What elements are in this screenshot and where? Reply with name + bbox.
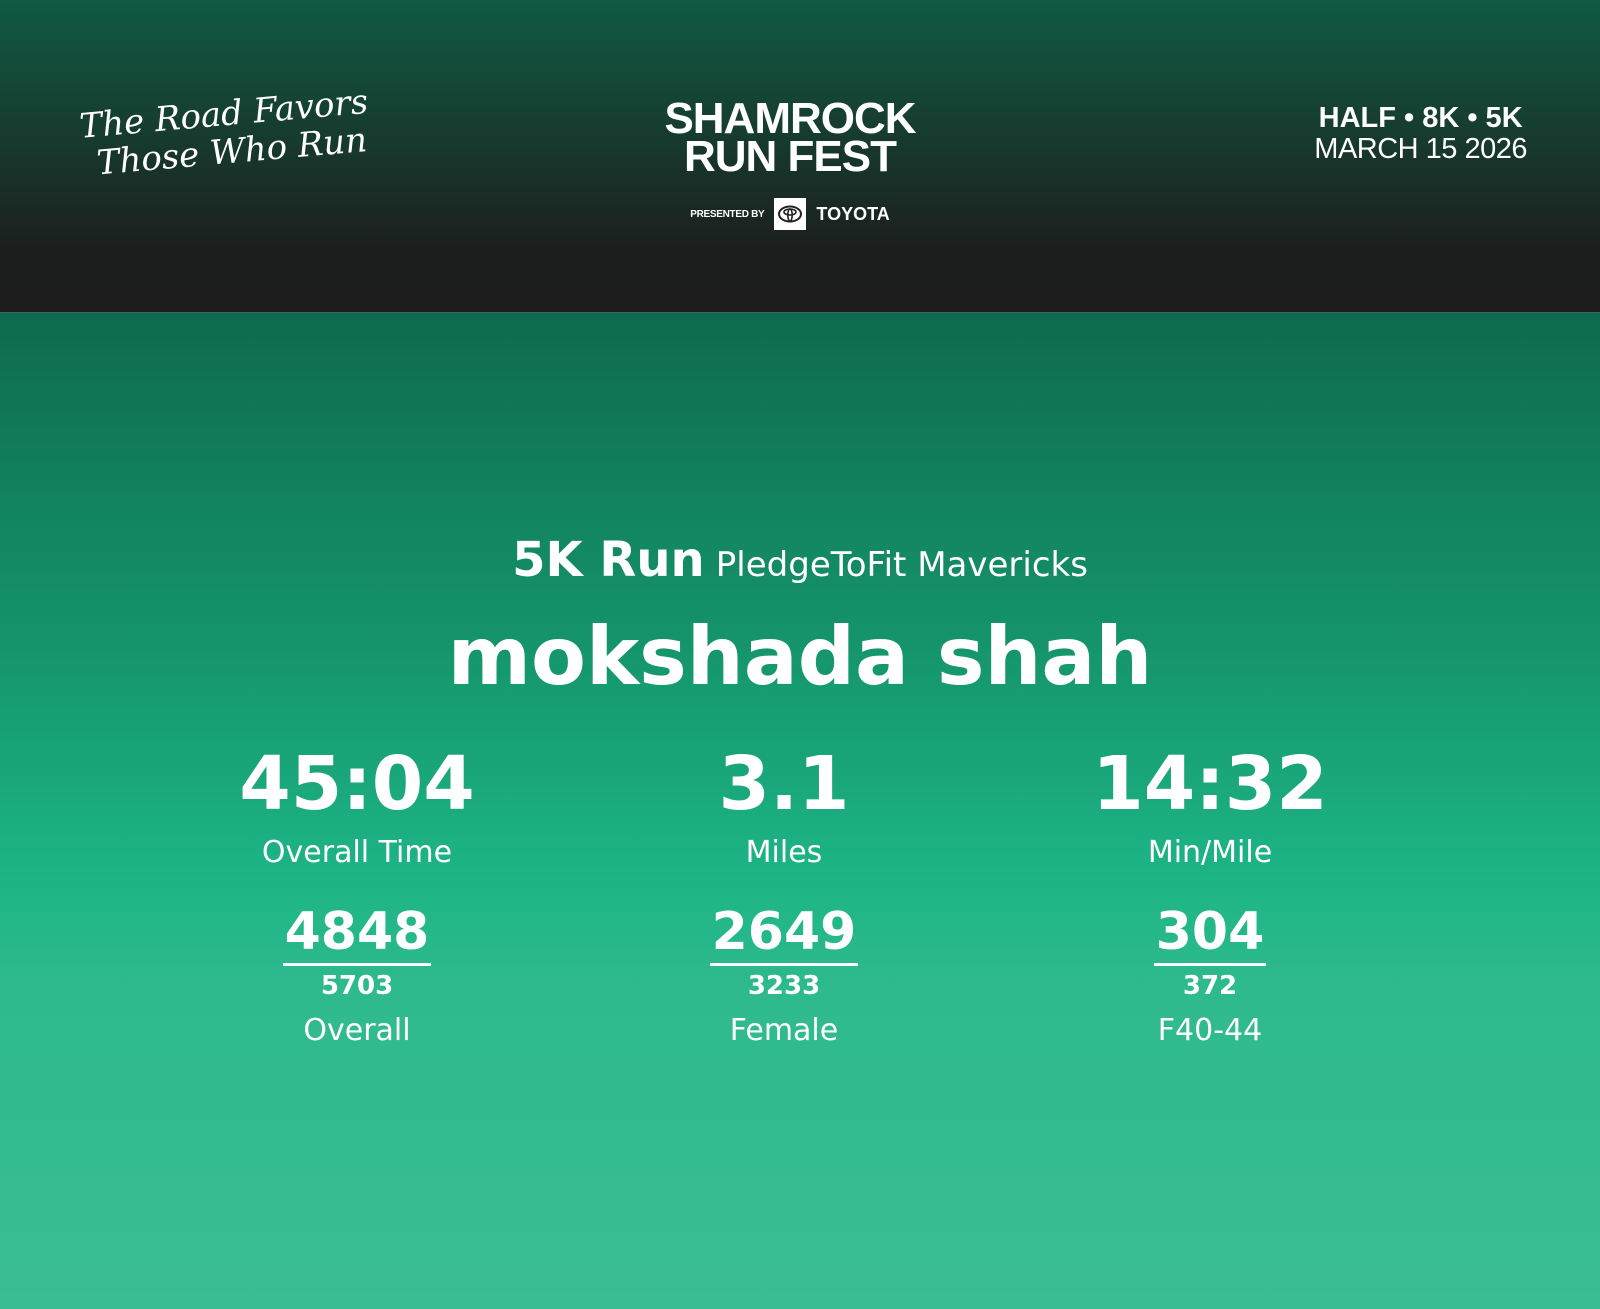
stat-column-overall: 45:04 Overall Time 4848 5703 Overall — [147, 738, 567, 1056]
overall-total: 5703 — [320, 971, 394, 1001]
event-info: HALF • 8K • 5K MARCH 15 2026 — [1314, 103, 1527, 165]
logo-line-1: SHAMROCK — [664, 94, 916, 143]
distance-label: Miles — [745, 835, 823, 870]
tagline: The Road Favors Those Who Run — [78, 82, 373, 184]
overall-category: Overall — [303, 1013, 411, 1048]
toyota-logo-icon — [774, 198, 807, 230]
age-group-place: 304 — [1153, 901, 1267, 966]
site-header: The Road Favors Those Who Run SHAMROCK R… — [0, 0, 1600, 313]
stat-column-gender: 3.1 Miles 2649 3233 Female — [574, 738, 994, 1056]
stat-column-age-group: 14:32 Min/Mile 304 372 F40-44 — [1000, 738, 1420, 1056]
gender-category: Female — [729, 1013, 839, 1048]
event-logo[interactable]: SHAMROCK RUN FEST PRESENTED BY TOYOTA — [640, 94, 940, 230]
gender-total: 3233 — [747, 971, 821, 1001]
presented-by-label: PRESENTED BY — [690, 208, 765, 220]
team-name: PledgeToFit Mavericks — [715, 545, 1088, 585]
age-group-category: F40-44 — [1157, 1013, 1263, 1048]
sponsor-name: TOYOTA — [816, 203, 890, 224]
overall-time-value: 45:04 — [239, 741, 475, 827]
event-types: HALF • 8K • 5K — [1318, 102, 1523, 134]
pace-value: 14:32 — [1092, 741, 1328, 827]
runner-name: mokshada shah — [447, 610, 1153, 703]
distance-value: 3.1 — [718, 741, 850, 827]
race-name: 5K Run — [512, 532, 705, 588]
logo-line-2: RUN FEST — [684, 132, 897, 181]
overall-time-label: Overall Time — [261, 835, 453, 870]
age-group-total: 372 — [1182, 971, 1238, 1001]
gender-place: 2649 — [709, 901, 859, 966]
race-line: 5K Run PledgeToFit Mavericks — [0, 532, 1600, 588]
pace-label: Min/Mile — [1147, 835, 1273, 870]
event-date: MARCH 15 2026 — [1314, 133, 1527, 165]
sponsor-lockup: PRESENTED BY TOYOTA — [640, 198, 940, 230]
overall-place: 4848 — [282, 901, 432, 966]
